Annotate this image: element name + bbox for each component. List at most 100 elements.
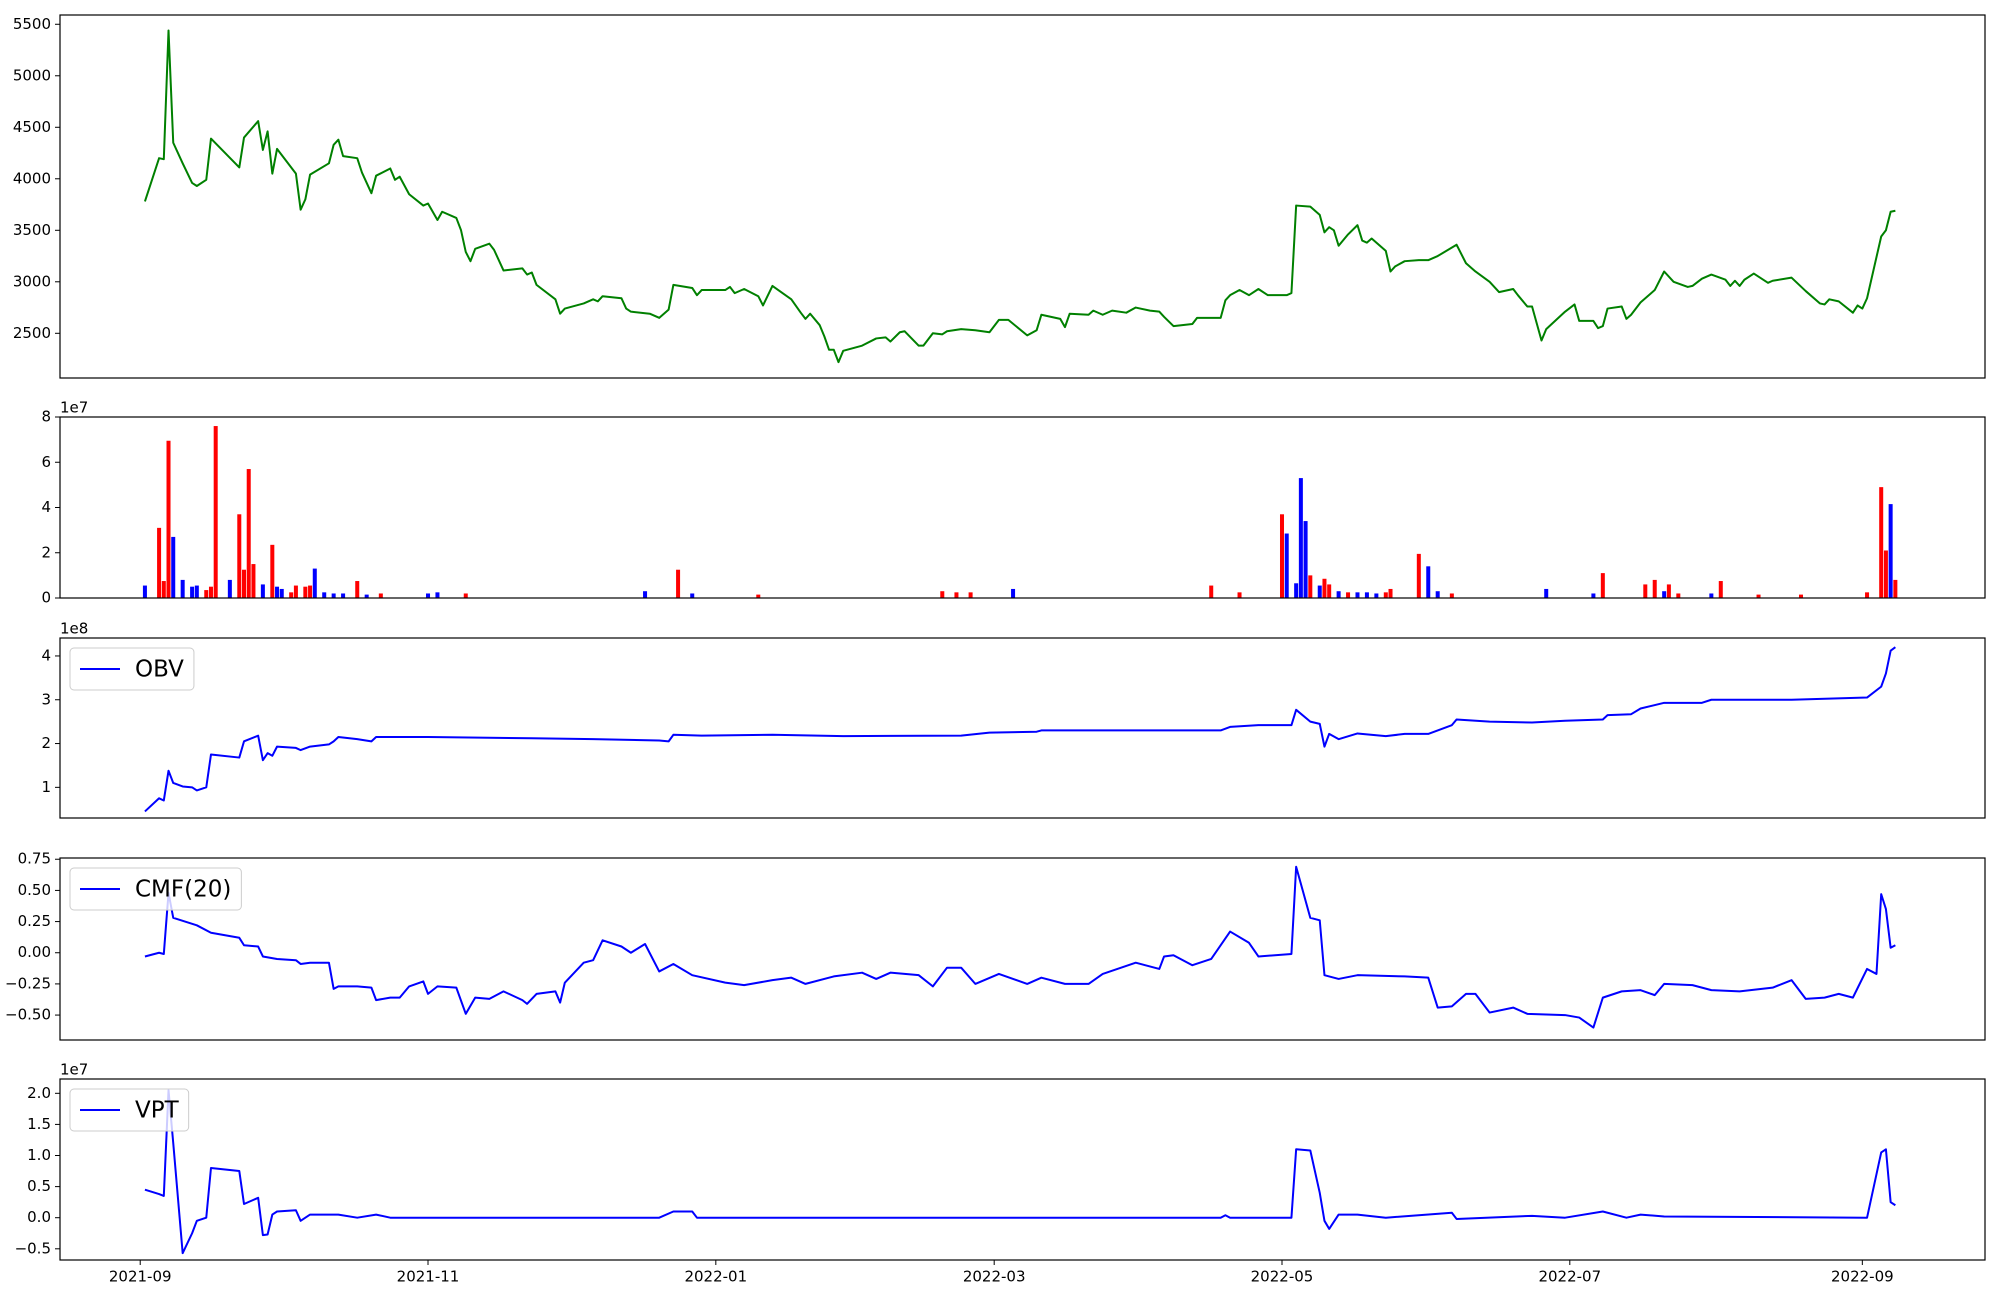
line-series [144, 1089, 1896, 1255]
panel: −0.5 0.0 0.5 1.0 1.5 2.0 2021-09 2021-11 2022-01… [15, 1061, 1986, 1286]
y-tick-label: 4 [41, 498, 51, 516]
volume-bar [1011, 588, 1016, 598]
y-tick-label: 5000 [13, 66, 51, 84]
volume-bar [279, 588, 284, 598]
legend-label: OBV [135, 657, 184, 683]
y-tick-label: 0.75 [18, 850, 51, 868]
axes-frame [59, 14, 1986, 379]
legend-label: VPT [135, 1098, 180, 1124]
volume-bar [1279, 514, 1285, 598]
y-tick-label: 3500 [13, 221, 51, 239]
line-series [144, 865, 1896, 1029]
axis-offset-label: 1e7 [60, 1061, 88, 1079]
volume-bar [289, 592, 294, 598]
volume-bar [1416, 553, 1421, 598]
y-tick-label: 0.5 [27, 1177, 51, 1195]
volume-bar [180, 579, 185, 598]
volume-bar [643, 591, 648, 598]
y-tick-label: 5500 [13, 15, 51, 33]
volume-bar [190, 586, 195, 598]
volume-bar [331, 593, 336, 598]
volume-bar [378, 593, 383, 598]
x-tick-label: 2022-03 [963, 1268, 1026, 1286]
y-tick-label: −0.50 [5, 1006, 51, 1024]
legend-box [69, 1088, 190, 1132]
volume-bar [312, 568, 317, 598]
legend: CMF(20) [69, 867, 242, 911]
volume-bar [756, 594, 761, 598]
axis-offset-label: 1e8 [60, 620, 88, 638]
volume-bar [251, 564, 256, 598]
volume-bar [1322, 578, 1327, 598]
volume-bar [142, 585, 147, 598]
y-tick-label: 4500 [13, 118, 51, 136]
volume-bar [1666, 584, 1671, 598]
y-tick-label: −0.25 [5, 974, 51, 992]
volume-bar [171, 536, 176, 598]
volume-bar [1364, 592, 1369, 598]
y-tick-label: 2500 [13, 324, 51, 342]
panel: 2500 3000 3500 4000 4500 5000 5500 [13, 14, 1986, 379]
y-tick-label: 1.0 [27, 1146, 51, 1164]
volume-bar [1709, 593, 1714, 598]
y-tick-label: 0.00 [18, 943, 51, 961]
volume-bar [260, 584, 265, 598]
volume-bar [1756, 594, 1761, 598]
axis-offset-label: 1e7 [60, 399, 88, 417]
x-tick-label: 2021-11 [397, 1268, 460, 1286]
y-tick-label: 4000 [13, 169, 51, 187]
volume-bar [426, 593, 431, 598]
x-tick-label: 2022-05 [1251, 1268, 1314, 1286]
y-tick-label: 2.0 [27, 1084, 51, 1102]
legend: OBV [69, 647, 195, 691]
volume-bar [1284, 533, 1289, 598]
legend-box [69, 867, 242, 911]
axes-frame [59, 637, 1986, 819]
volume-bar [1294, 583, 1299, 598]
volume-bar [968, 592, 973, 598]
volume-bar [246, 469, 251, 598]
volume-bar [237, 514, 242, 598]
volume-bar [1346, 592, 1351, 598]
volume-bar [676, 569, 681, 598]
volume-bar [1374, 593, 1379, 598]
volume-bar [166, 440, 171, 598]
volume-bar [204, 590, 209, 598]
volume-bar [954, 592, 959, 598]
volume-bar [435, 592, 440, 598]
volume-bar [1383, 592, 1388, 598]
volume-bar [1355, 592, 1360, 598]
y-tick-label: 0.50 [18, 881, 51, 899]
axes-frame [59, 416, 1986, 599]
volume-bar [303, 586, 308, 598]
y-tick-label: 0.25 [18, 912, 51, 930]
volume-bar [1591, 593, 1596, 598]
volume-bar [1237, 592, 1242, 598]
volume-bar [1879, 487, 1884, 598]
volume-bar [1317, 585, 1322, 598]
x-tick-label: 2021-09 [109, 1268, 172, 1286]
volume-bar [1327, 584, 1332, 598]
volume-bar [1426, 566, 1431, 598]
y-tick-label: 3000 [13, 272, 51, 290]
volume-bar [213, 426, 218, 598]
legend: VPT [69, 1088, 190, 1132]
volume-bar [1336, 591, 1341, 598]
volume-bar [1662, 591, 1667, 598]
volume-bar [1798, 594, 1803, 598]
y-tick-label: 6 [41, 453, 51, 471]
volume-bar [242, 569, 247, 598]
volume-bar [308, 585, 313, 598]
volume-bar [157, 527, 162, 598]
volume-bar [1388, 588, 1393, 598]
volume-bar [1718, 581, 1723, 598]
panel: 0 2 4 6 8 1e7 [41, 399, 1986, 607]
y-tick-label: 1.5 [27, 1115, 51, 1133]
volume-bar [690, 593, 695, 598]
volume-bar [194, 585, 199, 598]
volume-bar [1298, 478, 1303, 598]
legend-label: CMF(20) [135, 877, 231, 903]
y-tick-label: 0 [41, 589, 51, 607]
